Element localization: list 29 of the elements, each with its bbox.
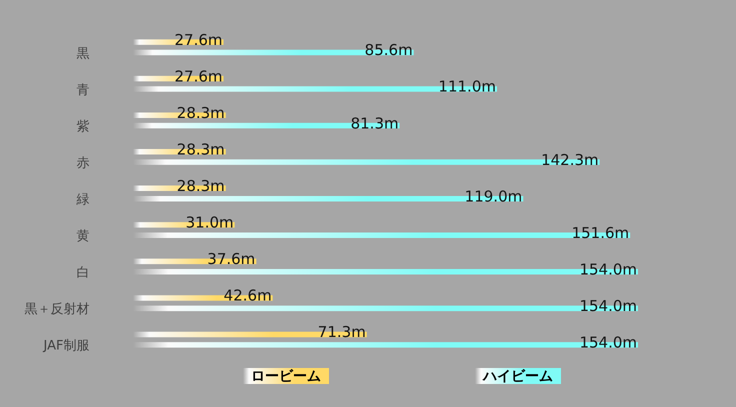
data-label: 31.0m xyxy=(186,214,234,232)
y-tick-label: 黒 xyxy=(76,46,90,62)
y-tick-label: 紫 xyxy=(76,119,90,134)
data-label: 119.0m xyxy=(464,187,522,206)
y-tick-label: 黒＋反射材 xyxy=(24,302,90,318)
data-label: 71.3m xyxy=(318,323,366,342)
y-tick-label: 黄 xyxy=(76,229,90,244)
series-label: ハイビーム xyxy=(482,368,553,384)
text: ロービーム xyxy=(251,368,321,384)
data-label: 28.3m xyxy=(176,104,225,122)
data-label: 151.6m xyxy=(572,224,630,242)
y-tick-label: 白 xyxy=(76,266,90,281)
data-label: 111.0m xyxy=(438,78,496,96)
data-label: 154.0m xyxy=(579,260,637,279)
data-label: 27.6m xyxy=(174,30,223,49)
data-label: 81.3m xyxy=(350,114,399,132)
data-label: 28.3m xyxy=(176,140,225,158)
data-label: 85.6m xyxy=(364,41,413,60)
data-label: 154.0m xyxy=(579,334,637,352)
y-tick-label: 青 xyxy=(76,82,90,98)
data-label: 142.3m xyxy=(541,150,599,169)
data-label: 42.6m xyxy=(224,286,272,305)
y-tick-label: JAF制服 xyxy=(42,338,90,354)
data-label: 28.3m xyxy=(176,177,225,195)
data-label: 27.6m xyxy=(174,67,223,86)
data-label: 154.0m xyxy=(579,297,637,316)
y-tick-label: 緑 xyxy=(76,192,90,208)
y-tick-label: 赤 xyxy=(76,156,90,171)
data-label: 37.6m xyxy=(207,250,256,268)
